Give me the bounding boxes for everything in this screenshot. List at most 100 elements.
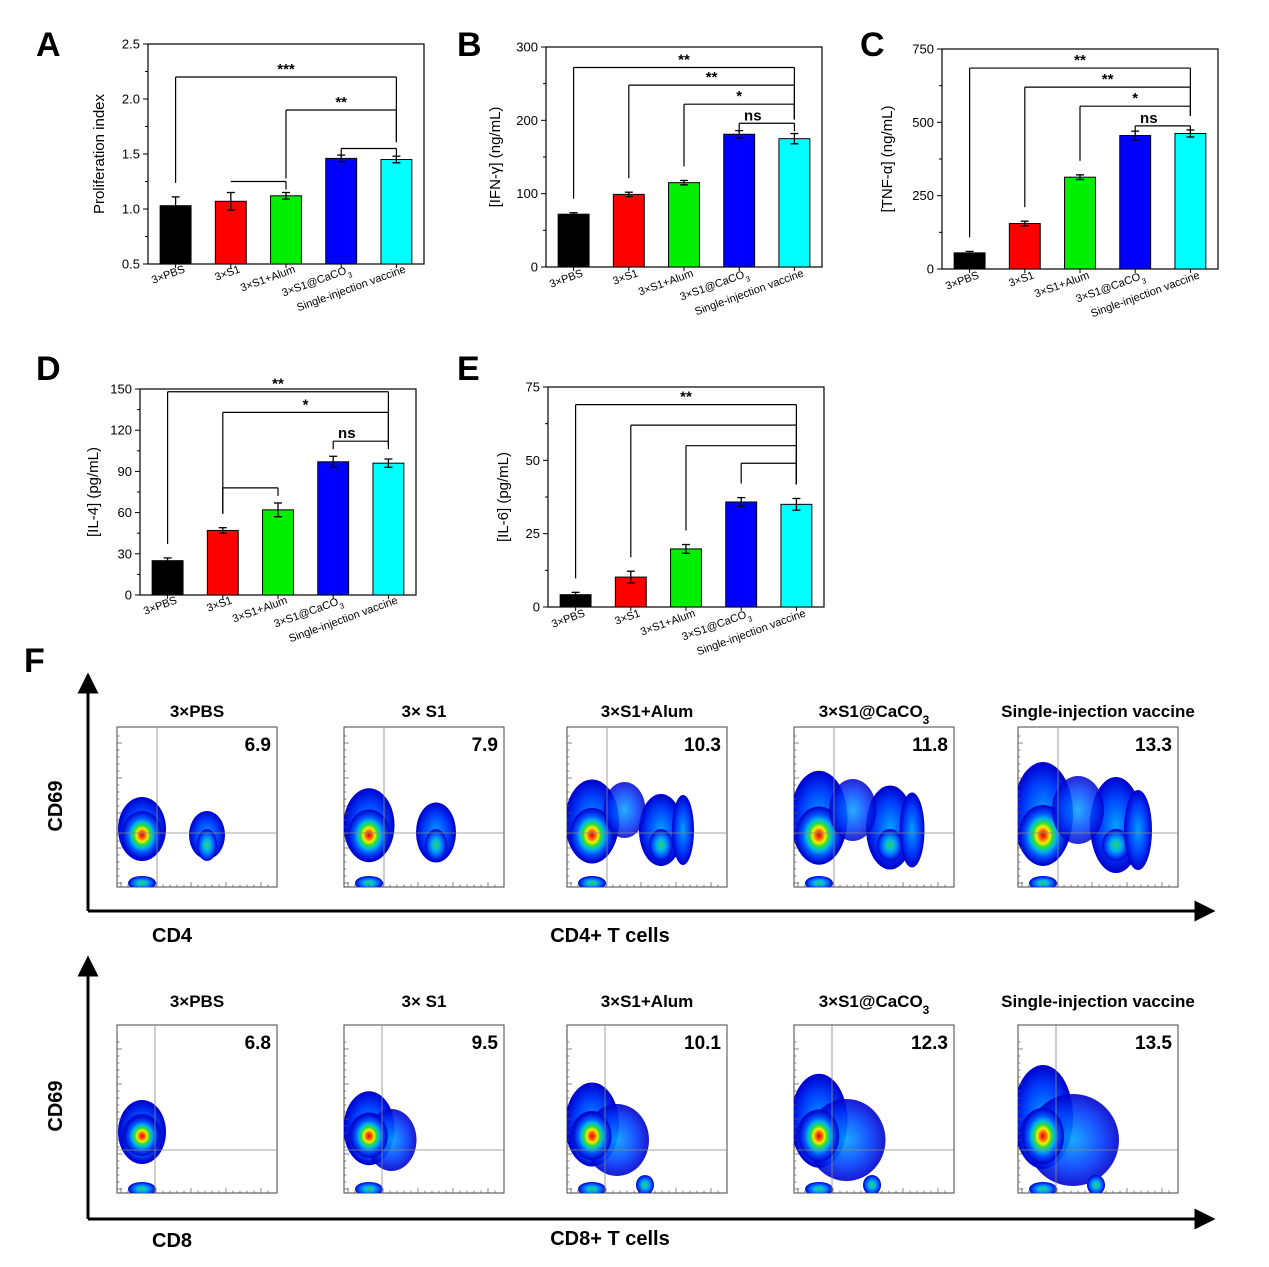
density-blob <box>578 1182 606 1193</box>
panel-letter-c: C <box>860 26 885 64</box>
bar <box>325 157 358 265</box>
bar <box>380 159 413 265</box>
flow-plot-title: 3×S1@CaCO3 <box>819 702 930 727</box>
density-blob <box>829 779 877 841</box>
y-tick-label: 75 <box>526 380 540 395</box>
density-blob <box>805 876 833 887</box>
panel-letter-b: B <box>457 26 482 64</box>
density-blob <box>1022 1108 1064 1164</box>
y-tick-label: 100 <box>516 186 538 201</box>
y-tick-label: 50 <box>526 453 540 468</box>
panel-letter-f: F <box>24 642 45 680</box>
significance-label: ** <box>706 69 718 86</box>
density-layer <box>1018 762 1152 887</box>
density-blob <box>1052 776 1104 844</box>
density-blob <box>877 829 903 861</box>
flow-row-2: CD69 CD8 CD8+ T cells 3×PBS 6.8 3× S1 9.5 3×S1+… <box>45 955 1216 1252</box>
y-axis-label: Proliferation index <box>91 93 108 214</box>
density-blob <box>1029 1182 1057 1193</box>
significance-label: ** <box>1102 71 1114 88</box>
y-tick-label: 250 <box>912 188 934 203</box>
y-axis-label: [IL-6] (pg/mL) <box>495 452 512 542</box>
density-blob <box>796 806 842 864</box>
density-layer <box>567 779 694 887</box>
panel-letter-d: D <box>36 350 61 388</box>
density-blob <box>348 809 390 861</box>
x-category-label: 3×PBS <box>550 608 587 631</box>
y-marker-label: CD69 <box>45 780 67 831</box>
flow-plot: 3×S1+Alum 10.1 <box>566 992 728 1194</box>
y-tick-label: 150 <box>110 382 132 397</box>
density-blob <box>1087 1175 1105 1193</box>
significance-label: ns <box>338 425 356 442</box>
flow-plot: 3×S1+Alum 10.3 <box>566 702 728 888</box>
density-blob <box>672 795 694 865</box>
density-blob <box>350 1114 388 1158</box>
flow-plot: Single-injection vaccine 13.5 <box>1001 992 1195 1194</box>
y-tick-label: 120 <box>110 423 132 438</box>
quadrant-percentage: 12.3 <box>911 1033 948 1054</box>
flow-plot-title: 3×S1+Alum <box>601 992 694 1011</box>
significance-label: *** <box>277 61 295 78</box>
density-blob <box>122 811 162 859</box>
bar <box>668 182 700 268</box>
y-marker-label: CD69 <box>45 1080 67 1131</box>
significance-label: ns <box>744 107 762 124</box>
quadrant-percentage: 13.5 <box>1135 1033 1172 1054</box>
significance-label: ** <box>1074 52 1086 69</box>
bar-charts: 0.5 1.0 1.5 2.0 2.5 Proliferation index 3×PBS 3… <box>85 37 1219 658</box>
quadrant-percentage: 10.1 <box>684 1033 721 1054</box>
bar <box>780 503 813 608</box>
bar <box>557 213 590 268</box>
density-blob <box>798 1110 840 1162</box>
bar <box>151 560 184 596</box>
density-blob <box>636 1175 654 1193</box>
y-tick-label: 90 <box>118 464 132 479</box>
significance-label: ** <box>678 52 690 69</box>
bar <box>1119 135 1152 270</box>
density-blob <box>1029 876 1057 887</box>
quadrant-percentage: 6.8 <box>245 1033 271 1054</box>
bar <box>670 548 702 608</box>
density-layer <box>567 1082 654 1193</box>
significance-label: * <box>736 88 742 105</box>
bar <box>1174 132 1207 270</box>
y-axis-label: [IFN-γ] (ng/mL) <box>487 107 504 208</box>
density-blob <box>197 829 217 861</box>
quadrant-percentage: 9.5 <box>472 1033 499 1054</box>
bar <box>953 252 986 270</box>
density-blob <box>128 1182 156 1193</box>
x-category-label: 3×PBS <box>150 264 187 287</box>
density-blob <box>603 782 646 838</box>
y-tick-label: 60 <box>118 505 132 520</box>
y-tick-label: 25 <box>526 526 540 541</box>
panel-letter-e: E <box>457 350 480 388</box>
significance-label: ** <box>680 389 692 406</box>
x-category-label: 3×S1 <box>213 264 242 284</box>
density-blob <box>1102 829 1130 861</box>
density-blob <box>899 792 925 868</box>
y-tick-label: 2.0 <box>122 92 140 107</box>
density-blob <box>355 1182 383 1193</box>
bar <box>1008 223 1041 270</box>
population-caption: CD4+ T cells <box>550 925 670 947</box>
quadrant-percentage: 6.9 <box>245 735 271 756</box>
quadrant-percentage: 11.8 <box>912 735 948 756</box>
bar <box>206 529 239 596</box>
flow-plot-title: 3×PBS <box>170 702 224 721</box>
bar <box>778 138 811 268</box>
flow-cytometry-panel: CD69 CD4 CD4+ T cells 3×PBS 6.9 3× S1 7.9 3×S1+… <box>45 672 1216 1252</box>
y-tick-label: 500 <box>912 115 934 130</box>
x-marker-label: CD4 <box>152 925 193 947</box>
quadrant-percentage: 10.3 <box>684 735 721 756</box>
density-blob <box>572 1112 612 1160</box>
x-category-label: 3×PBS <box>944 270 981 293</box>
bar <box>159 205 192 265</box>
flow-plot-title: 3× S1 <box>402 992 447 1011</box>
density-layer <box>344 788 456 887</box>
flow-row-1: CD69 CD4 CD4+ T cells 3×PBS 6.9 3× S1 7.9 3×S1+… <box>45 672 1216 947</box>
significance-label: ns <box>1140 110 1158 127</box>
bar <box>317 461 350 596</box>
density-blob <box>1124 790 1152 870</box>
